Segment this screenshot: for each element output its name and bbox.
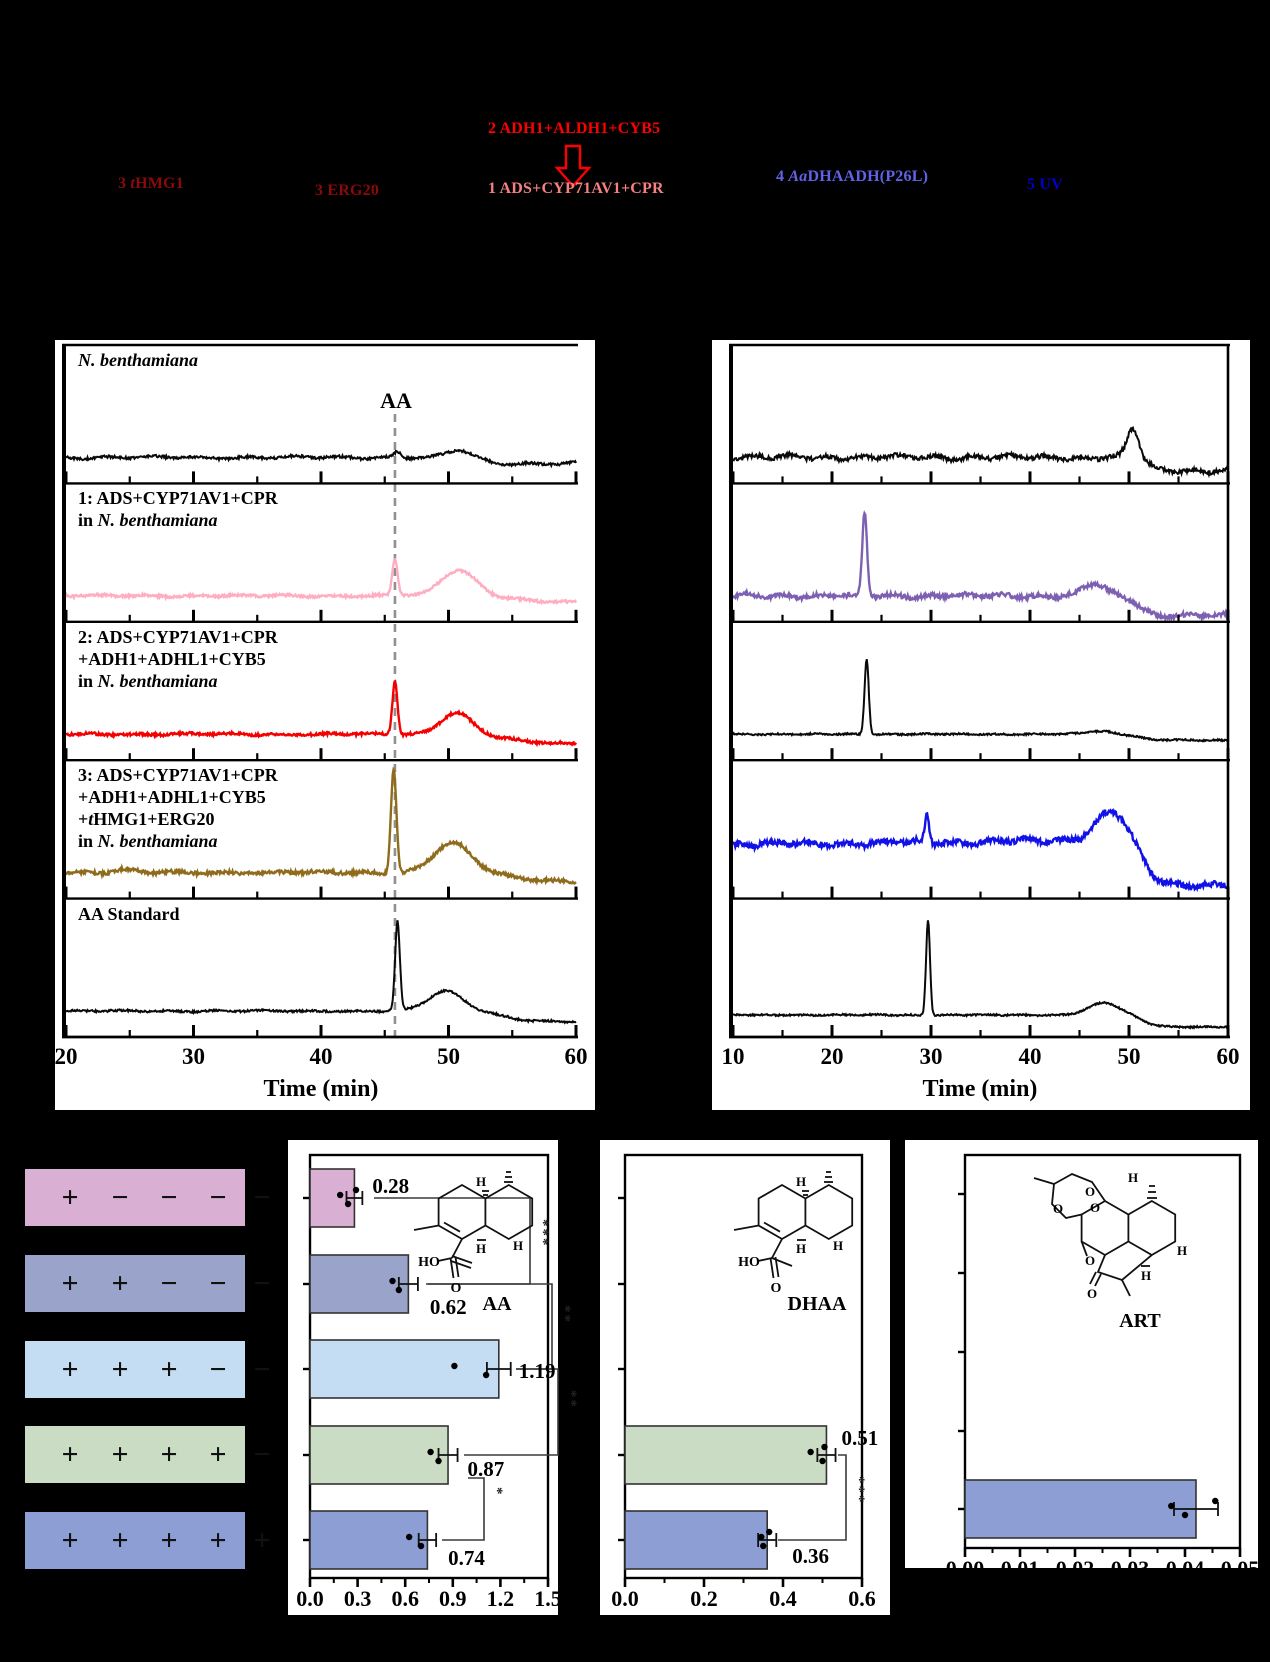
x-tick-label: 0.0: [611, 1586, 639, 1611]
matrix-sign: +: [160, 1352, 178, 1386]
matrix-sign: +: [209, 1437, 227, 1471]
matrix-sign: −: [253, 1352, 271, 1386]
chromatogram-panel-right: [712, 340, 1250, 1110]
matrix-row-5: + + + + +: [25, 1512, 271, 1569]
matrix-sign: +: [111, 1437, 129, 1471]
matrix-sign: +: [61, 1266, 79, 1300]
matrix-sign: −: [209, 1352, 227, 1386]
pathway-step3b-label: 3 ERG20: [315, 182, 380, 199]
x-tick-label: 0.6: [848, 1586, 876, 1611]
pathway-step1-label: 1 ADS+CYP71AV1+CPR: [488, 180, 664, 197]
bar-chart-art-panel: 0.000.010.020.030.040.05: [905, 1140, 1258, 1568]
pathway-step3a-label: 3 tHMG1: [118, 175, 184, 192]
matrix-sign: +: [253, 1523, 271, 1557]
matrix-row-2: + + − − −: [25, 1255, 271, 1312]
matrix-row-1: + − − − −: [25, 1169, 271, 1226]
matrix-sign: −: [160, 1266, 178, 1300]
matrix-sign: −: [160, 1180, 178, 1214]
matrix-sign: −: [209, 1180, 227, 1214]
matrix-sign: +: [111, 1523, 129, 1557]
matrix-sign: −: [253, 1266, 271, 1300]
pathway-step5-label: 5 UV: [1027, 176, 1063, 193]
x-tick-label: 0.2: [690, 1586, 718, 1611]
x-tick-label: 0.0: [296, 1586, 324, 1611]
x-tick-label: 1.5: [534, 1586, 558, 1611]
x-tick-label: 0.6: [391, 1586, 419, 1611]
x-tick-label: 0.05: [1208, 1556, 1258, 1568]
x-tick-label: 0.03: [1098, 1556, 1162, 1568]
matrix-sign: −: [111, 1180, 129, 1214]
x-tick-label: 0.02: [1043, 1556, 1107, 1568]
matrix-sign: −: [253, 1180, 271, 1214]
matrix-sign: +: [61, 1352, 79, 1386]
x-tick-label: 0.00: [933, 1556, 997, 1568]
significance-stars: **: [557, 1304, 573, 1324]
bar-chart-dhaa-panel: 0.0 0.2 0.4 0.6: [600, 1140, 890, 1615]
matrix-sign: +: [209, 1523, 227, 1557]
matrix-sign: +: [61, 1437, 79, 1471]
matrix-sign: +: [61, 1523, 79, 1557]
significance-stars: **: [563, 1390, 579, 1409]
matrix-row-4: + + + + −: [25, 1426, 271, 1483]
matrix-sign: −: [209, 1266, 227, 1300]
chromatogram-panel-left: [55, 340, 595, 1110]
matrix-sign: +: [160, 1523, 178, 1557]
pathway-step4-label: 4 AaDHAADH(P26L): [776, 168, 929, 185]
x-tick-label: 0.04: [1153, 1556, 1217, 1568]
down-arrow-icon: [554, 144, 592, 188]
matrix-sign: +: [111, 1352, 129, 1386]
pathway-step2-label: 2 ADH1+ALDH1+CYB5: [488, 120, 661, 137]
x-tick-label: 0.4: [769, 1586, 797, 1611]
matrix-row-3: + + + − −: [25, 1341, 271, 1398]
bar-chart-aa-panel: 0.0 0.3 0.6 0.9 1.2 1.5: [288, 1140, 558, 1615]
x-tick-label: 0.01: [988, 1556, 1052, 1568]
x-tick-label: 1.2: [486, 1586, 515, 1611]
x-tick-label: 0.3: [343, 1586, 372, 1611]
x-tick-label: 0.9: [439, 1586, 467, 1611]
matrix-sign: +: [160, 1437, 178, 1471]
matrix-sign: +: [61, 1180, 79, 1214]
matrix-sign: +: [111, 1266, 129, 1300]
matrix-sign: −: [253, 1437, 271, 1471]
